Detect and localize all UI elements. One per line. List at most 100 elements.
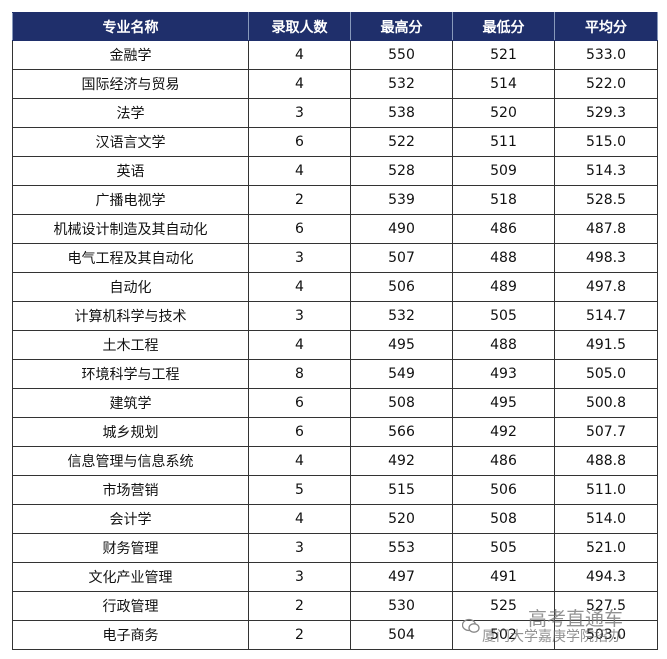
table-cell: 504 — [350, 620, 453, 650]
header-cell: 专业名称 — [12, 12, 249, 41]
table-row: 机械设计制造及其自动化 6 490 486 487.8 — [12, 214, 658, 244]
table-cell: 518 — [452, 185, 555, 215]
table-row: 广播电视学 2 539 518 528.5 — [12, 185, 658, 215]
table-row: 英语 4 528 509 514.3 — [12, 156, 658, 186]
table-cell: 490 — [350, 214, 453, 244]
table-cell: 电气工程及其自动化 — [12, 243, 249, 273]
table-cell: 机械设计制造及其自动化 — [12, 214, 249, 244]
table-cell: 488 — [452, 243, 555, 273]
table-cell: 497.8 — [554, 272, 658, 302]
table-row: 建筑学 6 508 495 500.8 — [12, 388, 658, 418]
table-cell: 6 — [248, 127, 351, 157]
table-cell: 527.5 — [554, 591, 658, 621]
table-cell: 汉语言文学 — [12, 127, 249, 157]
table-cell: 502 — [452, 620, 555, 650]
table-cell: 488 — [452, 330, 555, 360]
table-cell: 486 — [452, 446, 555, 476]
table-row: 土木工程 4 495 488 491.5 — [12, 330, 658, 360]
table-row: 文化产业管理 3 497 491 494.3 — [12, 562, 658, 592]
table-cell: 507 — [350, 243, 453, 273]
table-cell: 6 — [248, 417, 351, 447]
table-cell: 553 — [350, 533, 453, 563]
table-cell: 511.0 — [554, 475, 658, 505]
table-cell: 520 — [350, 504, 453, 534]
table-body: 金融学 4 550 521 533.0 国际经济与贸易 4 532 514 522.0 法学 3 538… — [12, 40, 658, 650]
header-cell: 平均分 — [554, 12, 658, 41]
table-cell: 521.0 — [554, 533, 658, 563]
table-cell: 488.8 — [554, 446, 658, 476]
table-row: 法学 3 538 520 529.3 — [12, 98, 658, 128]
table-cell: 4 — [248, 504, 351, 534]
table-cell: 509 — [452, 156, 555, 186]
table-cell: 492 — [350, 446, 453, 476]
table-row: 自动化 4 506 489 497.8 — [12, 272, 658, 302]
table-cell: 538 — [350, 98, 453, 128]
table-cell: 3 — [248, 533, 351, 563]
table-cell: 539 — [350, 185, 453, 215]
table-cell: 4 — [248, 446, 351, 476]
table-cell: 505.0 — [554, 359, 658, 389]
table-cell: 487.8 — [554, 214, 658, 244]
header-cell: 最高分 — [350, 12, 453, 41]
table-cell: 520 — [452, 98, 555, 128]
table-cell: 3 — [248, 98, 351, 128]
table-cell: 505 — [452, 533, 555, 563]
table-cell: 495 — [350, 330, 453, 360]
table-cell: 503.0 — [554, 620, 658, 650]
table-cell: 515.0 — [554, 127, 658, 157]
table-cell: 2 — [248, 620, 351, 650]
table-cell: 511 — [452, 127, 555, 157]
table-cell: 500.8 — [554, 388, 658, 418]
table-row: 信息管理与信息系统 4 492 486 488.8 — [12, 446, 658, 476]
table-cell: 4 — [248, 272, 351, 302]
table-cell: 法学 — [12, 98, 249, 128]
table-cell: 515 — [350, 475, 453, 505]
table-cell: 507.7 — [554, 417, 658, 447]
table-cell: 491.5 — [554, 330, 658, 360]
table-cell: 建筑学 — [12, 388, 249, 418]
table-cell: 8 — [248, 359, 351, 389]
table-cell: 5 — [248, 475, 351, 505]
table-row: 城乡规划 6 566 492 507.7 — [12, 417, 658, 447]
table-cell: 城乡规划 — [12, 417, 249, 447]
table-row: 行政管理 2 530 525 527.5 — [12, 591, 658, 621]
table-row: 环境科学与工程 8 549 493 505.0 — [12, 359, 658, 389]
table-cell: 信息管理与信息系统 — [12, 446, 249, 476]
table-cell: 530 — [350, 591, 453, 621]
table-row: 电气工程及其自动化 3 507 488 498.3 — [12, 243, 658, 273]
table-cell: 498.3 — [554, 243, 658, 273]
table-cell: 492 — [452, 417, 555, 447]
table-cell: 508 — [452, 504, 555, 534]
table-cell: 会计学 — [12, 504, 249, 534]
table-cell: 国际经济与贸易 — [12, 69, 249, 99]
table-cell: 4 — [248, 40, 351, 70]
table-cell: 521 — [452, 40, 555, 70]
table-cell: 4 — [248, 330, 351, 360]
table-cell: 495 — [452, 388, 555, 418]
table-cell: 514.0 — [554, 504, 658, 534]
table-cell: 6 — [248, 388, 351, 418]
table-row: 电子商务 2 504 502 503.0 — [12, 620, 658, 650]
table-cell: 514.3 — [554, 156, 658, 186]
table-cell: 528 — [350, 156, 453, 186]
table-cell: 英语 — [12, 156, 249, 186]
table-row: 财务管理 3 553 505 521.0 — [12, 533, 658, 563]
table-row: 计算机科学与技术 3 532 505 514.7 — [12, 301, 658, 331]
table-cell: 广播电视学 — [12, 185, 249, 215]
table-cell: 市场营销 — [12, 475, 249, 505]
table-cell: 2 — [248, 185, 351, 215]
header-cell: 最低分 — [452, 12, 555, 41]
table-cell: 505 — [452, 301, 555, 331]
table-cell: 506 — [452, 475, 555, 505]
table-cell: 550 — [350, 40, 453, 70]
table-cell: 494.3 — [554, 562, 658, 592]
table-row: 国际经济与贸易 4 532 514 522.0 — [12, 69, 658, 99]
table-cell: 金融学 — [12, 40, 249, 70]
table-cell: 3 — [248, 562, 351, 592]
table-cell: 508 — [350, 388, 453, 418]
table-row: 会计学 4 520 508 514.0 — [12, 504, 658, 534]
table-cell: 财务管理 — [12, 533, 249, 563]
table-cell: 489 — [452, 272, 555, 302]
table-cell: 3 — [248, 243, 351, 273]
